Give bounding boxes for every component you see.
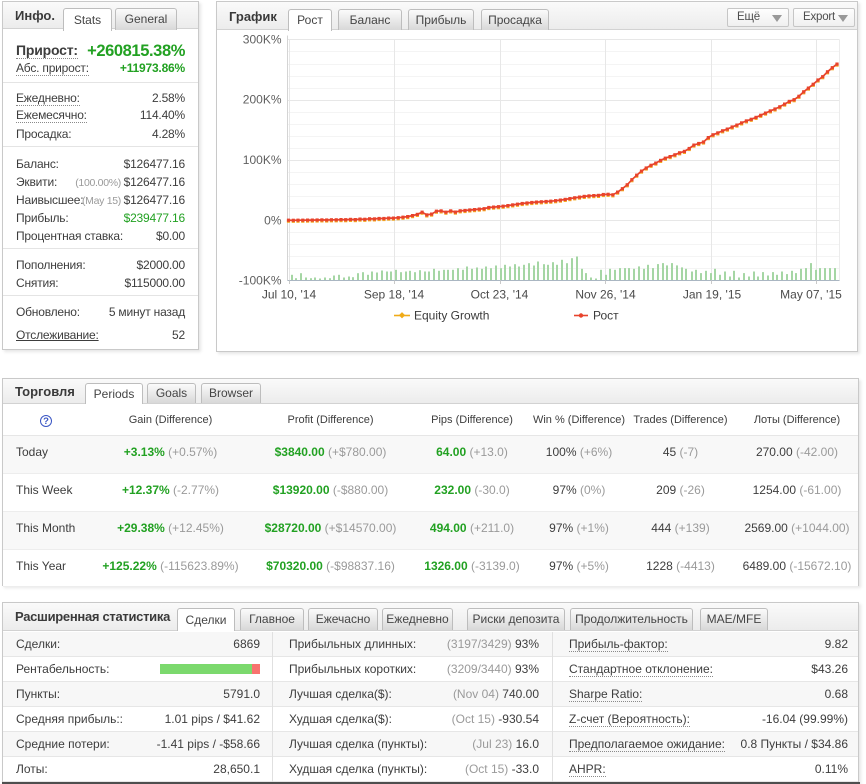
svg-text:Sep 18, '14: Sep 18, '14: [364, 288, 425, 302]
svg-text:Jan 19, '15: Jan 19, '15: [683, 288, 742, 302]
svg-text:100K%: 100K%: [243, 153, 282, 167]
svg-text:Equity Growth: Equity Growth: [414, 309, 489, 323]
svg-text:Oct 23, '14: Oct 23, '14: [471, 288, 529, 302]
svg-text:Рост: Рост: [593, 309, 619, 323]
svg-text:-100K%: -100K%: [239, 274, 282, 288]
svg-text:May 07, '15: May 07, '15: [780, 288, 842, 302]
svg-text:0%: 0%: [264, 213, 282, 227]
svg-text:200K%: 200K%: [243, 93, 282, 107]
svg-text:Jul 10, '14: Jul 10, '14: [262, 288, 317, 302]
svg-text:Nov 26, '14: Nov 26, '14: [575, 288, 636, 302]
svg-text:300K%: 300K%: [243, 32, 282, 46]
